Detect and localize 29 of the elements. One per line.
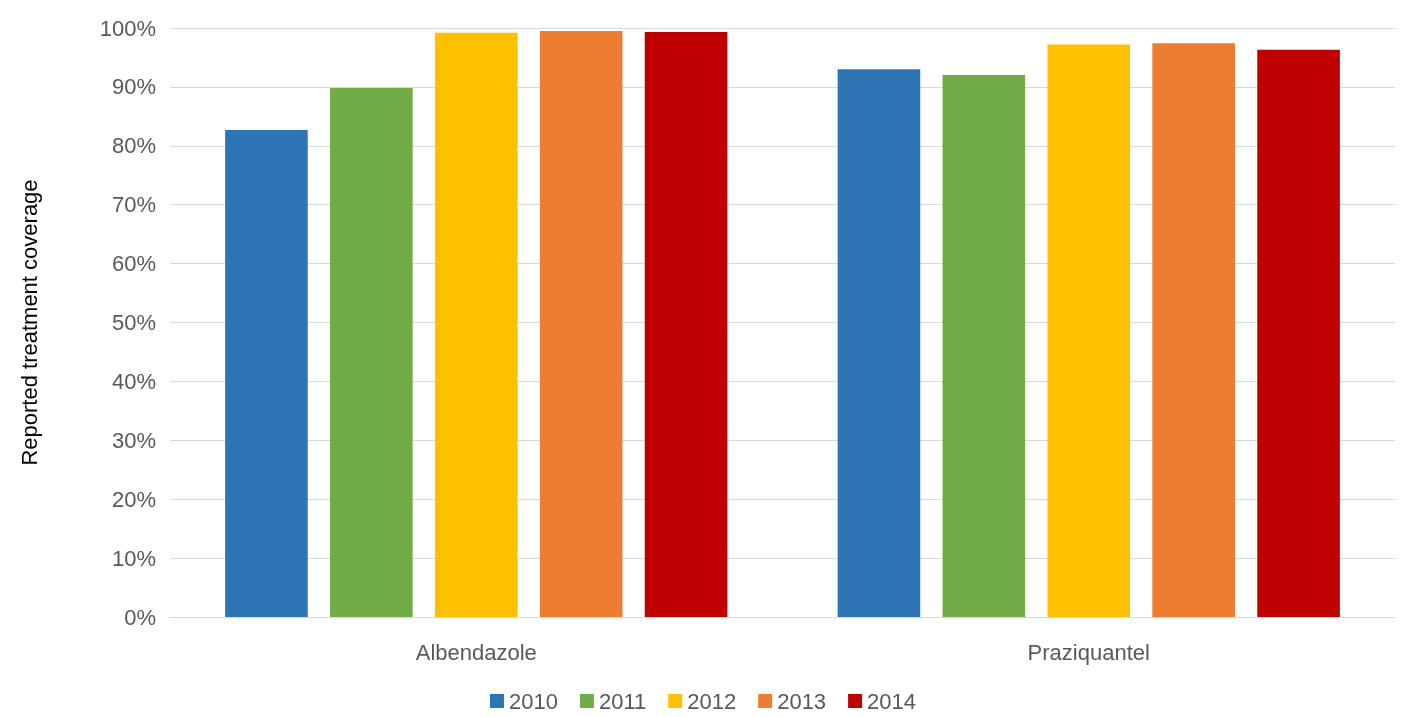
y-tick-label: 50% xyxy=(111,310,156,335)
bar xyxy=(225,129,308,617)
legend-label: 2011 xyxy=(598,688,647,714)
bar xyxy=(330,88,413,617)
bar xyxy=(644,32,728,617)
legend-label: 2012 xyxy=(687,688,737,714)
legend-label: 2010 xyxy=(508,688,558,714)
y-tick-label: 0% xyxy=(124,604,156,630)
bar xyxy=(539,30,623,617)
y-tick-label: 60% xyxy=(111,251,156,277)
y-axis-title: Reported treatment coverage xyxy=(16,179,42,466)
bar xyxy=(1152,43,1235,617)
y-tick-label: 70% xyxy=(111,192,156,218)
x-tick-label: Albendazole xyxy=(415,639,537,665)
bar xyxy=(434,32,518,617)
y-tick-label: 90% xyxy=(111,74,156,100)
bar xyxy=(1257,49,1340,617)
y-tick-label: 80% xyxy=(111,133,156,159)
y-tick-label: 20% xyxy=(111,486,156,512)
y-tick-label: 10% xyxy=(111,545,156,571)
bar xyxy=(1047,44,1131,617)
y-tick-label: 40% xyxy=(111,368,156,394)
y-tick-label: 100% xyxy=(99,15,156,41)
x-tick-label: Praziquantel xyxy=(1027,639,1150,665)
y-tick-label: 30% xyxy=(111,427,156,453)
bar xyxy=(837,69,921,617)
legend-label: 2014 xyxy=(867,688,917,714)
bar xyxy=(942,75,1026,617)
legend-label: 2013 xyxy=(777,688,827,714)
